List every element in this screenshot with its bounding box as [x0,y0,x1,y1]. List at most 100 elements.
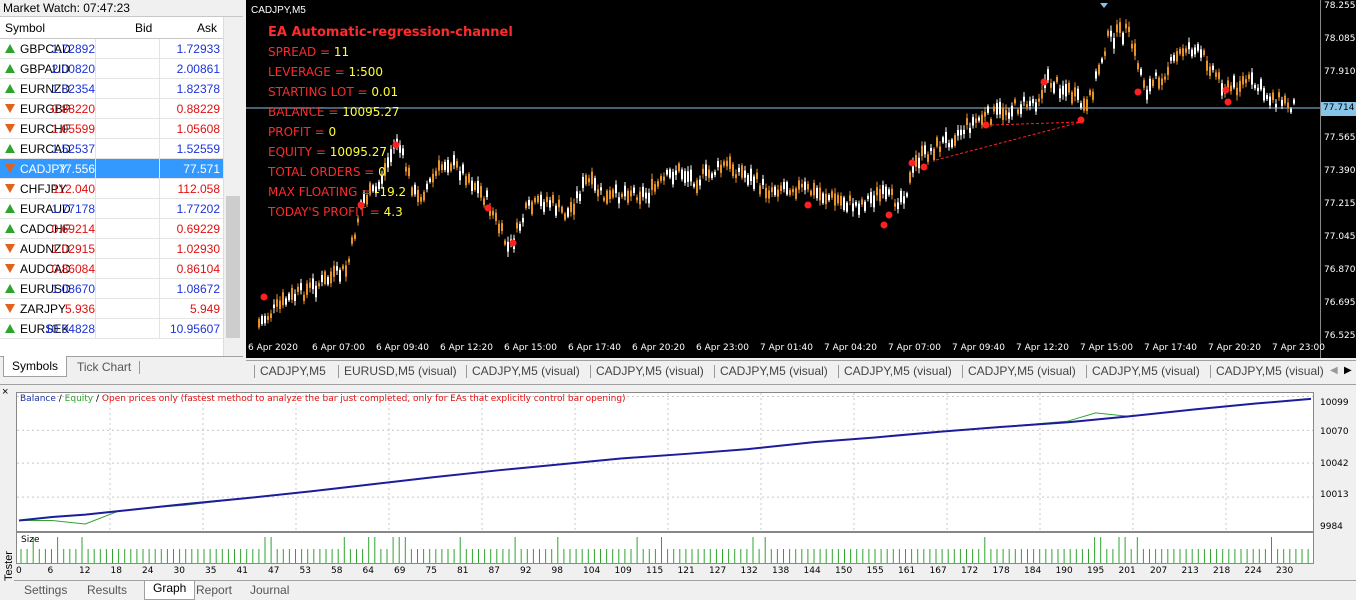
tabs-scroll-left-icon[interactable]: ◀ [1330,365,1338,376]
arrow-down-icon [5,304,15,313]
cell-divider [95,59,96,79]
candle-body [282,292,284,306]
column-ask[interactable]: Ask [197,21,218,35]
chart-tab[interactable]: CADJPY,M5 (visual) [968,364,1076,378]
time-tick: 6 Apr 17:40 [568,343,621,353]
candle-body [369,182,371,195]
bid-price: 1.72892 [51,42,95,56]
candle-body [636,197,638,201]
candle-body [915,154,917,167]
ask-price: 1.08672 [176,282,220,296]
graph-x-tick: 150 [835,566,853,576]
arrow-up-icon [5,84,15,93]
tab-symbols[interactable]: Symbols [3,356,68,377]
market-watch-panel [0,0,243,380]
price-chart[interactable] [246,0,1356,358]
chart-tabs-bar: CADJPY,M5 EURUSD,M5 (visual) CADJPY,M5 (vi… [246,360,1356,382]
market-watch-row[interactable]: EURCAD 1.52537 1.52559 [0,139,223,159]
arrow-up-icon [5,44,15,53]
graph-x-tick: 144 [803,566,821,576]
tab-settings[interactable]: Settings [24,583,68,597]
candle-body [462,164,464,174]
cell-divider [95,219,96,239]
column-symbol[interactable]: Symbol [5,21,46,35]
candle-body [1059,88,1061,99]
trade-marker [1222,86,1230,94]
chart-shift-marker[interactable] [1100,3,1108,8]
column-bid[interactable]: Bid [135,21,153,35]
symbol-name: EURSEK [20,322,70,336]
ask-price: 2.00861 [176,62,220,76]
candle-body [663,176,665,181]
chart-tab[interactable]: EURUSD,M5 (visual) [344,364,457,378]
trade-marker [260,293,268,301]
market-watch-row[interactable]: GBPCAD 1.72892 1.72933 [0,39,223,59]
chart-tab[interactable]: CADJPY,M5 (visual) [844,364,952,378]
market-watch-row[interactable]: EURAUD 1.77178 1.77202 [0,199,223,219]
candle-body [765,187,767,199]
chart-tab[interactable]: CADJPY,M5 [260,364,326,378]
candle-body [873,195,875,208]
candle-body [1146,89,1148,100]
ask-price: 0.88229 [176,102,220,116]
candle-body [1074,87,1076,97]
candle-body [375,186,377,194]
chart-tab[interactable]: CADJPY,M5 (visual) [1092,364,1200,378]
ea-info-key: BALANCE = [268,105,343,119]
chart-tab[interactable]: CADJPY,M5 (visual) [472,364,580,378]
trade-marker [880,221,888,229]
candle-body [1275,103,1277,108]
market-watch-row[interactable]: AUDNZD 1.02915 1.02930 [0,239,223,259]
candle-body [309,282,311,288]
tab-tick-chart[interactable]: Tick Chart [77,360,132,374]
graph-x-tick: 98 [551,566,563,576]
candle-body [357,218,359,223]
chart-tab[interactable]: CADJPY,M5 (visual) [1216,364,1324,378]
tab-graph[interactable]: Graph [144,581,196,600]
chart-tab[interactable]: CADJPY,M5 (visual) [720,364,828,378]
candle-body [981,114,983,125]
market-watch-row[interactable]: EURUSD 1.08670 1.08672 [0,279,223,299]
ea-info-line: BALANCE = 10095.27 [268,105,400,119]
market-watch-row[interactable]: AUDCAD 0.86084 0.86104 [0,259,223,279]
market-watch-row[interactable]: EURSEK 10.94828 10.95607 [0,319,223,339]
ea-info-value: 1:500 [348,65,384,79]
market-watch-row[interactable]: EURCHF 1.05599 1.05608 [0,119,223,139]
tabs-scroll-right-icon[interactable]: ▶ [1344,365,1352,376]
market-watch-row[interactable]: EURNZD 1.82354 1.82378 [0,79,223,99]
price-tick: 77.910 [1324,67,1356,77]
candle-body [612,189,614,198]
cell-divider [95,79,96,99]
candle-body [543,202,545,212]
market-watch-row[interactable]: ZARJPY 5.936 5.949 [0,299,223,319]
candle-body [948,143,950,148]
balance-series [18,397,1312,522]
candle-body [1185,48,1187,53]
candle-body [447,159,449,173]
close-icon[interactable]: × [2,386,9,398]
market-watch-row[interactable]: GBPAUD 2.00820 2.00861 [0,59,223,79]
candle-body [444,161,446,170]
candle-body [1020,104,1022,114]
candle-body [1197,44,1199,51]
time-tick: 7 Apr 01:40 [760,343,813,353]
cell-divider [95,279,96,299]
market-watch-row[interactable]: CHFJPY 112.040 112.058 [0,179,223,199]
candle-body [993,106,995,112]
market-watch-row[interactable]: EURGBP 0.88220 0.88229 [0,99,223,119]
tab-report[interactable]: Report [196,583,233,597]
tab-results[interactable]: Results [87,583,128,597]
cell-divider [159,319,160,339]
market-watch-row[interactable]: CADCHF 0.69214 0.69229 [0,219,223,239]
market-watch-row[interactable]: CADJPY 77.556 77.571 [0,159,223,179]
market-watch-scroll-thumb[interactable] [226,196,240,338]
time-tick: 6 Apr 09:40 [376,343,429,353]
candle-body [852,203,854,212]
price-axis[interactable] [1320,0,1356,358]
candle-body [591,171,593,185]
candle-body [1176,51,1178,62]
tab-journal[interactable]: Journal [250,583,290,597]
trade-marker [908,159,916,167]
chart-tab[interactable]: CADJPY,M5 (visual) [596,364,704,378]
candle-body [1029,100,1031,106]
